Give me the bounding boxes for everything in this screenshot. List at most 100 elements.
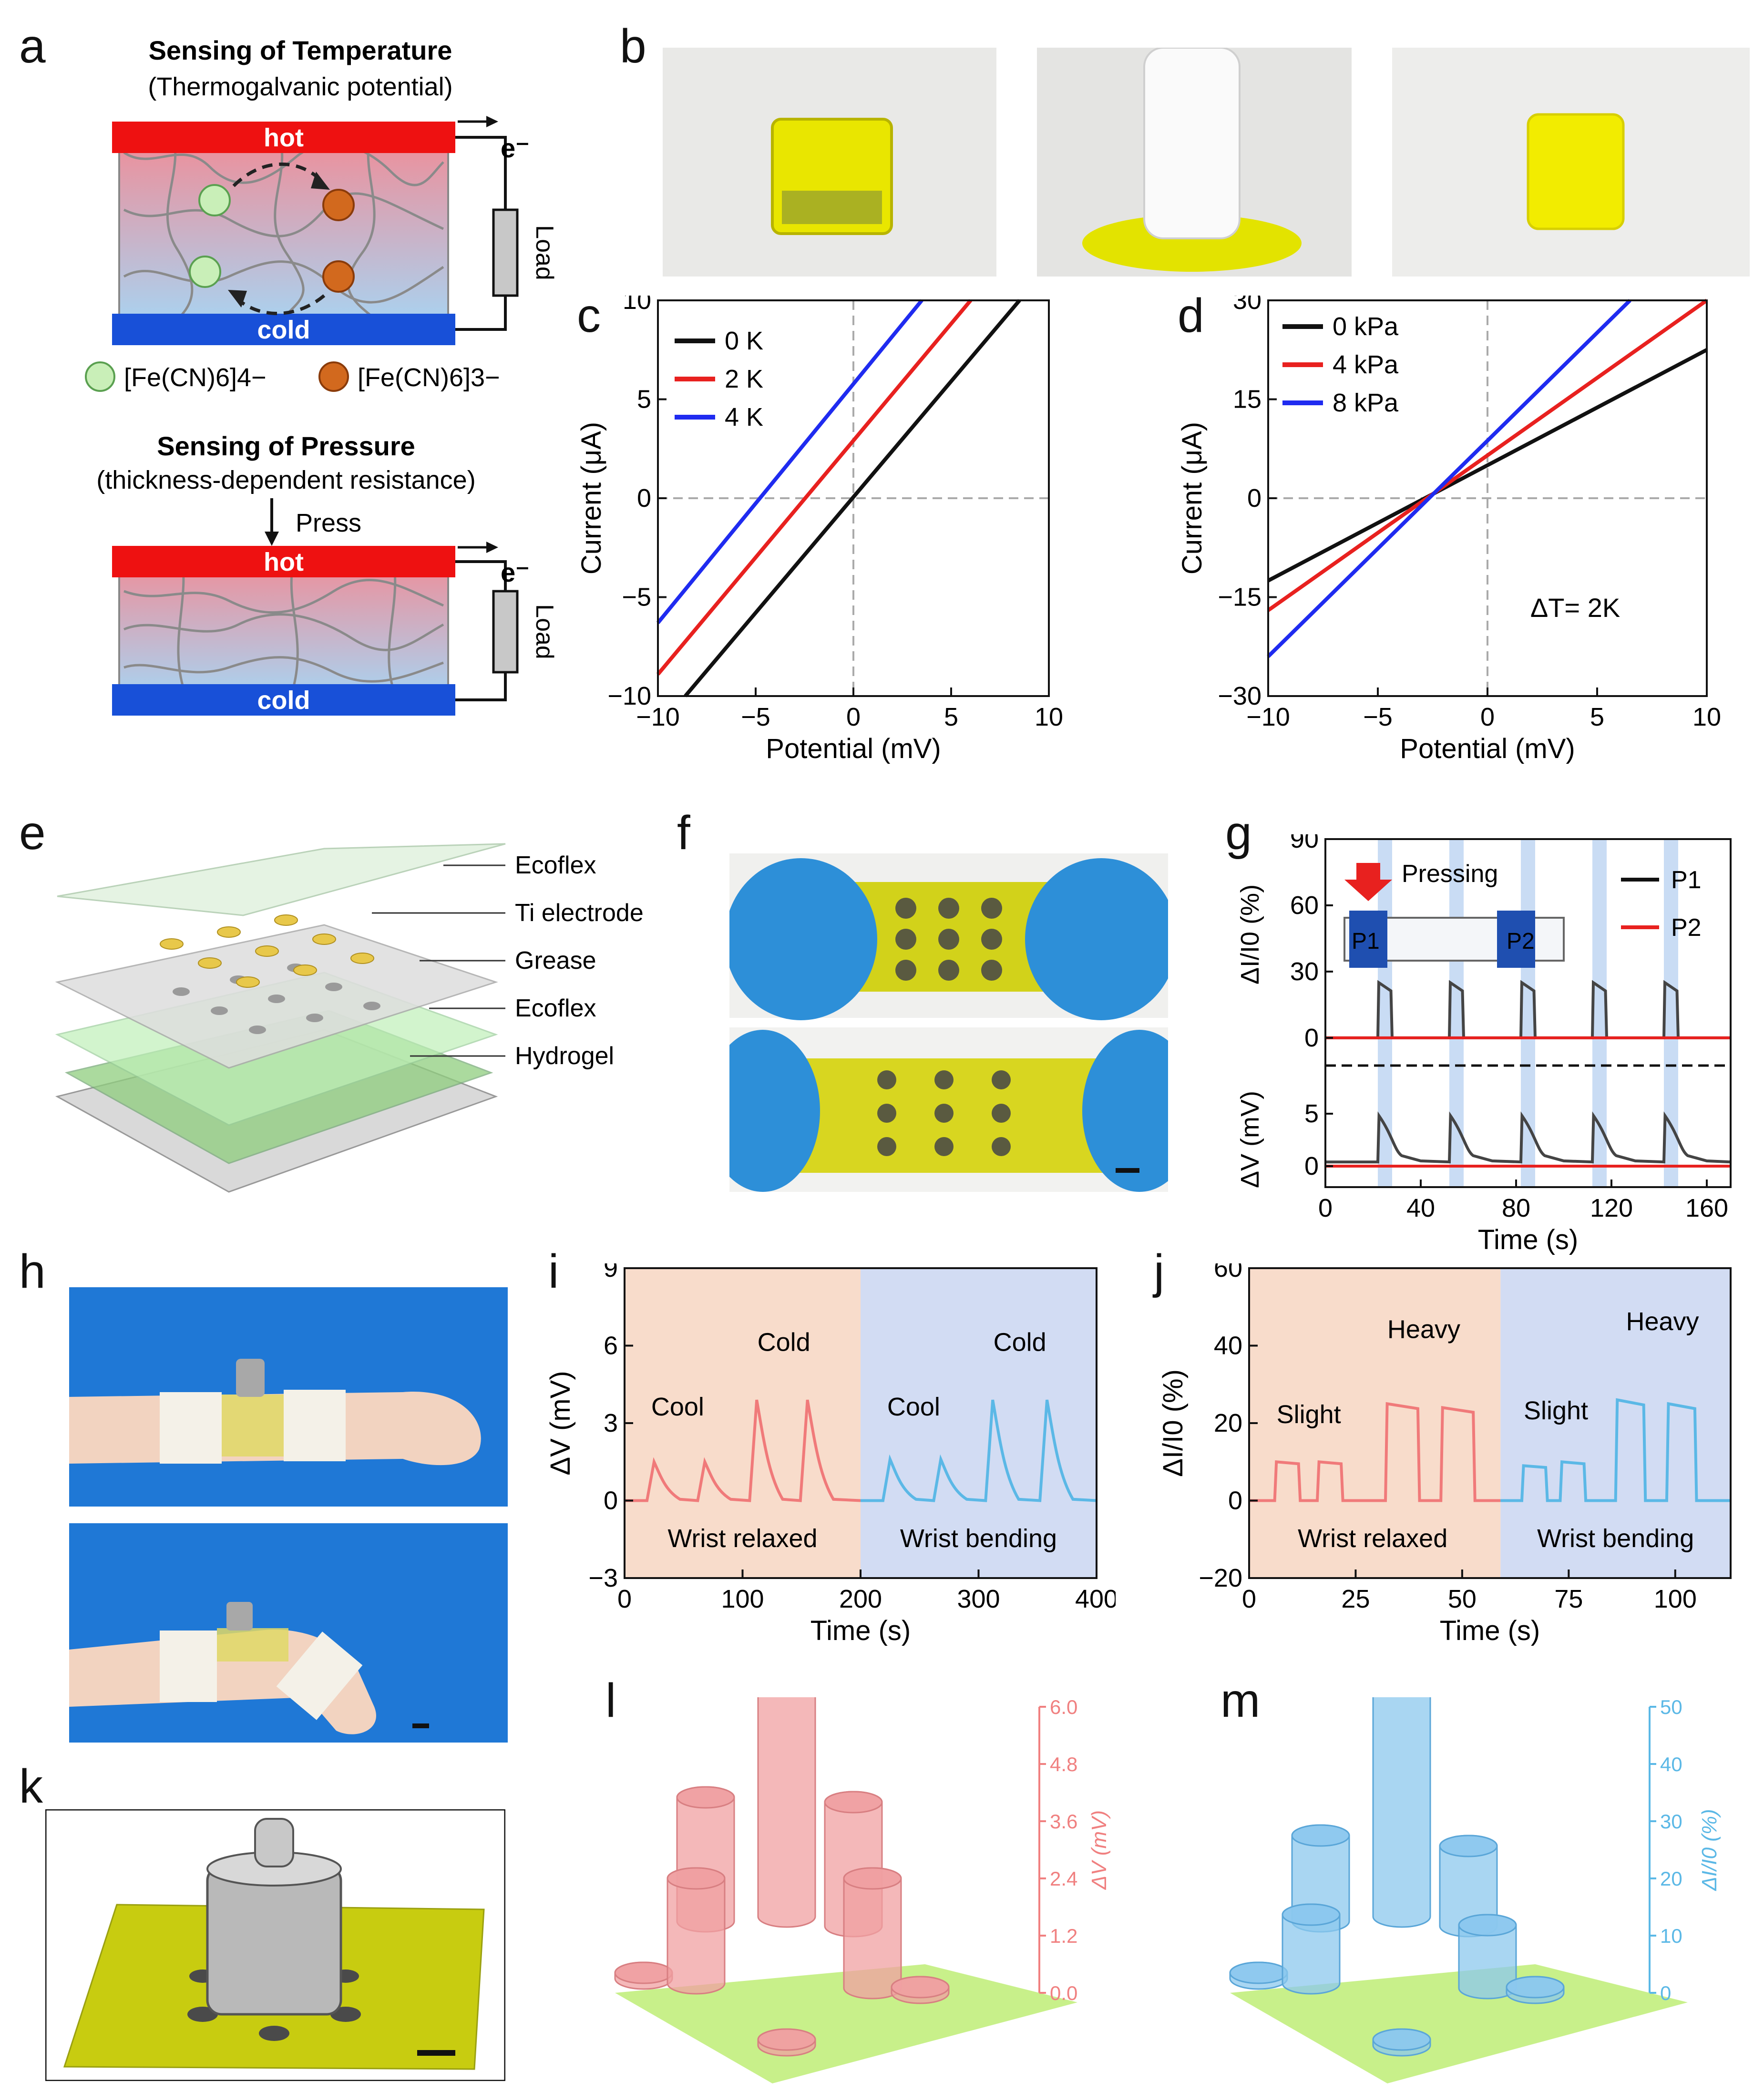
l-bar-6 [891, 1976, 950, 2004]
i-ytick-label-4: 9 [604, 1263, 618, 1282]
g-press-band-4 [1664, 839, 1678, 1187]
b-press-rod [1143, 48, 1241, 239]
i-region-relaxed [625, 1268, 861, 1578]
chart-d: 0 kPa 4 kPa 8 kPa ΔT= 2K −10 −5 0 5 10 −30 −15 0 15 3… [1177, 296, 1721, 764]
i-xtick-label-0: 0 [617, 1585, 632, 1613]
d-xtick-label-1: −5 [1363, 703, 1393, 731]
panel-label-c: c [577, 289, 601, 342]
panel-label-e: e [19, 806, 46, 860]
m-tick-label-0: 0 [1660, 1982, 1671, 2004]
l-bar-top-6 [891, 1976, 950, 1999]
e-callout-lines [372, 864, 505, 1057]
j-peak-label-1: Heavy [1387, 1315, 1460, 1343]
chart-i: Cool Cold Cool Cold Wrist relaxed Wrist bendi… [545, 1263, 1116, 1646]
j-ytick-label-3: 40 [1214, 1332, 1242, 1360]
d-ytick-label-0: −30 [1218, 682, 1261, 710]
c-series-line-0 [684, 299, 1021, 697]
panel-h-photos [69, 1287, 508, 1743]
e-layer-ecoflex-top [57, 843, 506, 916]
a-legend-orange-icon [318, 361, 349, 392]
f-scale-bar [1116, 1168, 1139, 1173]
a-cold-label-2: cold [257, 686, 310, 715]
panel-label-m: m [1220, 1674, 1261, 1727]
j-region-label-bending: Wrist bending [1537, 1524, 1694, 1553]
a-circuit-wire-3 [455, 560, 507, 591]
a-load-label-2: Load [531, 604, 558, 659]
d-ytick-label-1: −15 [1218, 583, 1261, 612]
panel-label-a: a [19, 20, 46, 73]
b-gel-cube-1-shade [782, 191, 882, 224]
l-tick-label-3: 3.6 [1050, 1810, 1077, 1833]
c-xlabel: Potential (mV) [766, 733, 941, 764]
m-bar-top-3 [1282, 1903, 1341, 1926]
m-bar-6 [1506, 1976, 1565, 2004]
a-circuit-wire-4 [455, 672, 507, 701]
m-tick-label-3: 30 [1660, 1810, 1682, 1833]
g-ytick-top-label-3: 90 [1290, 834, 1319, 853]
panel-k-photo [45, 1809, 505, 2081]
a-press-arrowhead [265, 532, 279, 546]
m-tick-label-2: 20 [1660, 1867, 1682, 1890]
d-xtick-label-3: 5 [1590, 703, 1604, 731]
f-glove-right-top [1025, 858, 1168, 1020]
m-bar-1 [1372, 1697, 1431, 1928]
c-ytick-label-4: 10 [623, 296, 651, 315]
g-xtick-label-0: 0 [1318, 1194, 1333, 1222]
m-floor-plane [1230, 1964, 1688, 2083]
a-electron-label-2: e⁻ [501, 557, 530, 587]
h-sensor-top [222, 1395, 284, 1456]
f-glove-right-bottom [1082, 1030, 1168, 1192]
e-label-ecoflex-top: Ecoflex [515, 851, 596, 879]
a-electron-arrowhead-2 [486, 542, 498, 553]
c-ytick-label-2: 0 [637, 484, 651, 513]
e-ti-electrodes [160, 914, 374, 988]
l-bar-1 [757, 1697, 816, 1928]
panel-e-layers: Ecoflex Ti electrode Grease Ecoflex Hydr… [55, 843, 644, 1193]
k-scale-bar [417, 2050, 455, 2056]
d-xtick-label-0: −10 [1246, 703, 1290, 731]
l-bar-5 [614, 1961, 673, 1990]
c-series-line-1 [656, 299, 973, 676]
m-bar-3 [1282, 1903, 1341, 1995]
j-ylabel: ΔI/I0 (%) [1158, 1369, 1189, 1477]
a-press-label: Press [296, 509, 361, 537]
d-ylabel: Current (μA) [1177, 422, 1208, 574]
g-legend-label-p2: P2 [1671, 914, 1702, 942]
g-ytick-bottom-label-1: 5 [1304, 1099, 1319, 1128]
e-label-hydrogel: Hydrogel [515, 1042, 614, 1070]
chart-j: Slight Heavy Slight Heavy Wrist relaxed Wrist… [1158, 1263, 1732, 1646]
k-electrode-dots [187, 1969, 361, 2041]
l-bar-top-5 [614, 1961, 673, 1984]
a-cold-label-1: cold [257, 316, 310, 344]
l-bar-top-0 [676, 1786, 735, 1809]
panel-label-g: g [1225, 806, 1252, 860]
j-region-label-relaxed: Wrist relaxed [1298, 1524, 1447, 1553]
panel-label-h: h [19, 1245, 46, 1298]
b-gel-squeezed [1082, 215, 1302, 272]
e-label-ti-electrode: Ti electrode [515, 899, 644, 927]
c-ylabel: Current (μA) [576, 422, 607, 574]
l-bar-body-1 [757, 1697, 816, 1928]
g-xtick-label-1: 40 [1406, 1194, 1435, 1222]
l-tick-label-2: 2.4 [1050, 1867, 1077, 1890]
g-legend-label-p1: P1 [1671, 866, 1702, 894]
g-ytick-top-label-2: 60 [1290, 891, 1319, 920]
m-bar-5 [1229, 1961, 1288, 1990]
i-xlabel: Time (s) [810, 1615, 911, 1646]
j-trace-relaxed [1249, 1402, 1501, 1502]
i-xtick-label-1: 100 [721, 1585, 764, 1613]
i-xtick-label-3: 300 [957, 1585, 1000, 1613]
g-ylabel-top: ΔI/I0 (%) [1236, 884, 1264, 984]
l-axis-label: ΔV (mV) [1087, 1810, 1111, 1890]
f-glove-left-bottom [729, 1030, 820, 1192]
h-tape-top-left [160, 1392, 222, 1464]
g-inset-label-p1: P1 [1352, 929, 1380, 954]
l-bar-top-2 [824, 1791, 883, 1814]
d-ytick-label-4: 30 [1233, 296, 1261, 315]
a-ion-orange-2 [322, 260, 355, 293]
g-press-band-3 [1592, 839, 1607, 1187]
c-legend-label-1: 2 K [725, 365, 763, 393]
c-ytick-label-1: −5 [622, 583, 651, 612]
g-inset-press-arrow [1344, 863, 1392, 901]
chart-l: 0.0 1.2 2.4 3.6 4.8 6.0 ΔV (mV) [614, 1697, 1111, 2083]
